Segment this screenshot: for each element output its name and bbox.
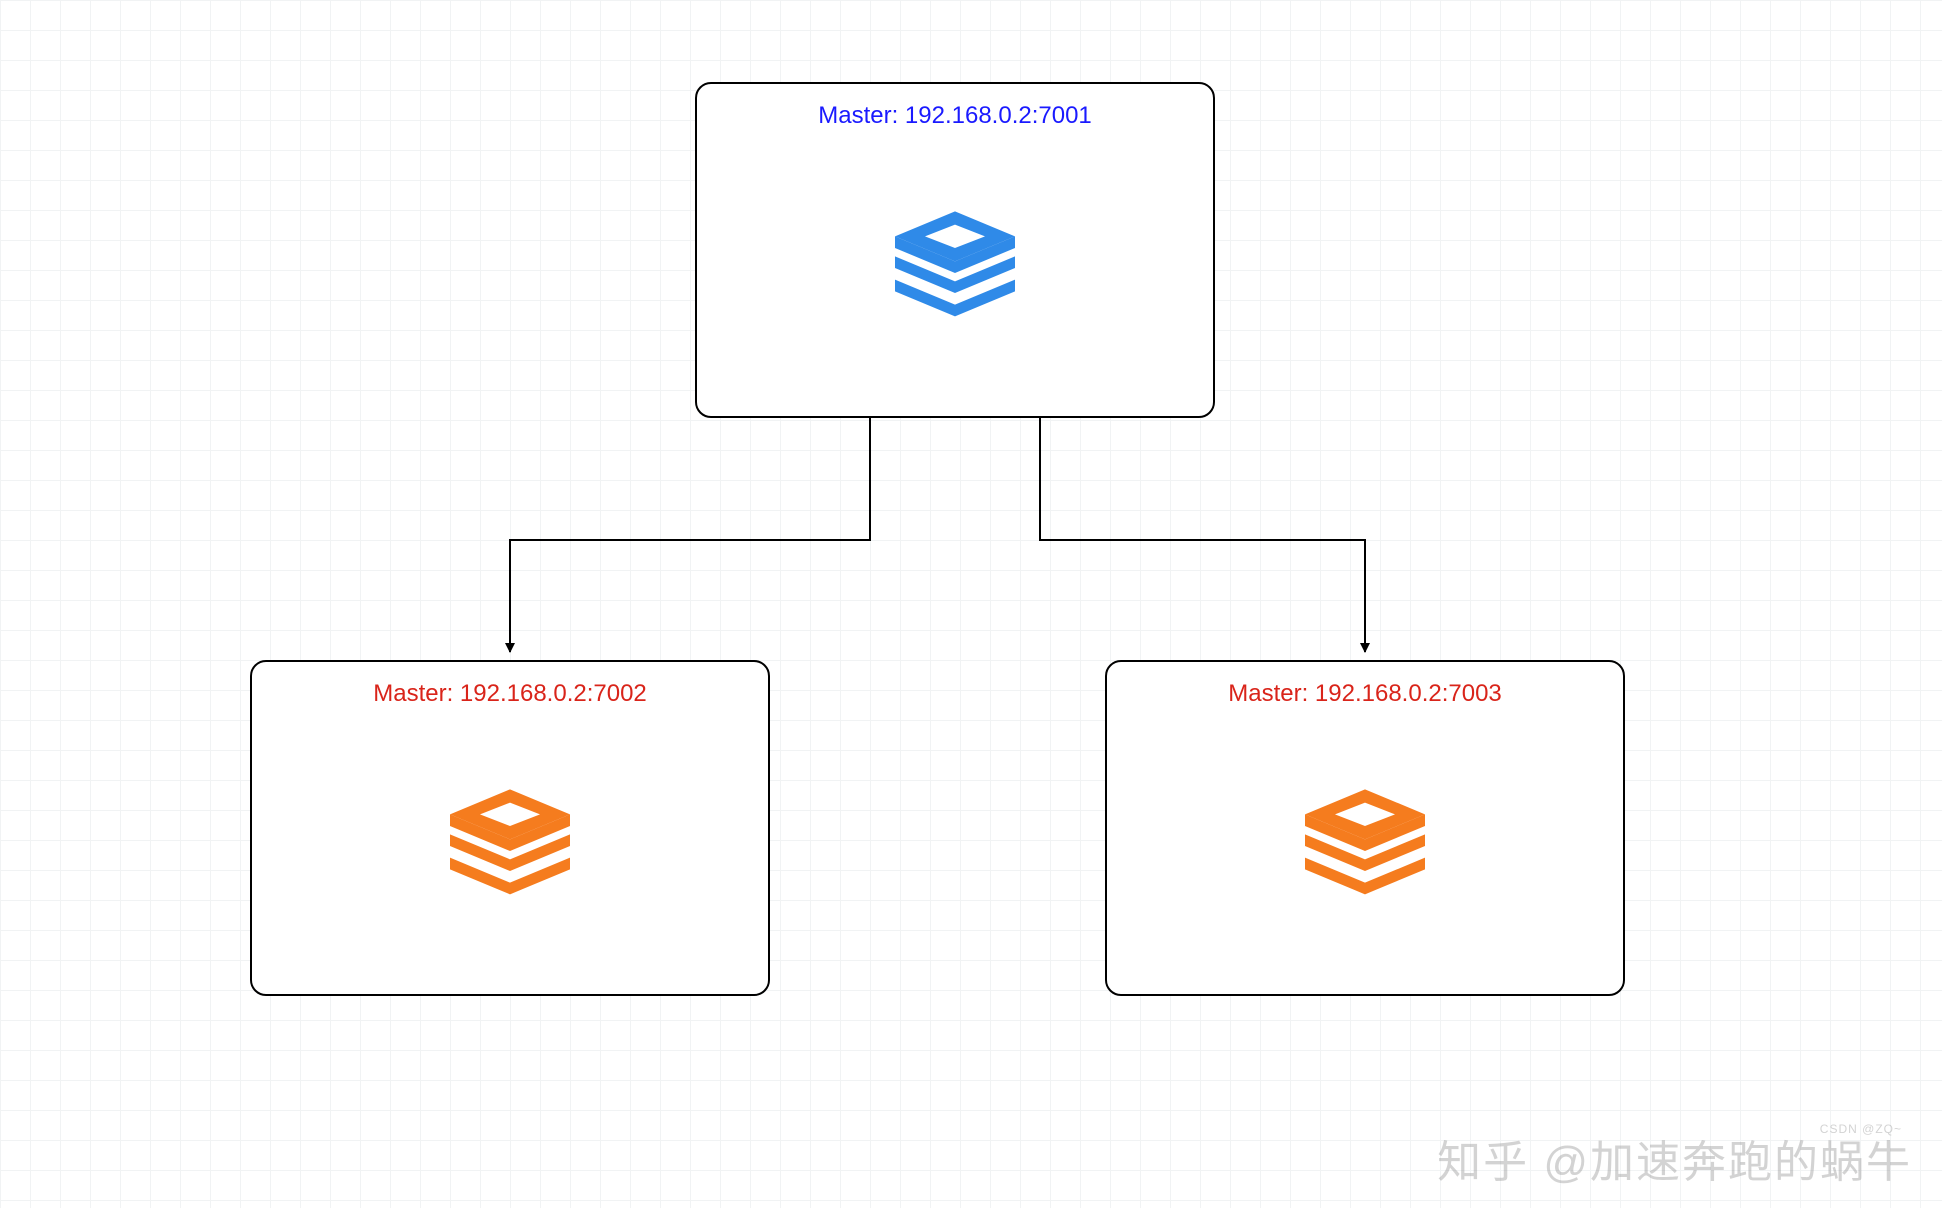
node-master: Master: 192.168.0.2:7001 — [695, 82, 1215, 418]
node-slave-left: Master: 192.168.0.2:7002 — [250, 660, 770, 996]
watermark-text: 知乎 @加速奔跑的蜗牛 — [1437, 1126, 1912, 1190]
node-master-icon-wrap — [697, 130, 1213, 416]
node-slave-left-label: Master: 192.168.0.2:7002 — [373, 680, 647, 708]
node-slave-right-icon-wrap — [1107, 708, 1623, 994]
redis-stack-icon — [425, 776, 595, 926]
edge-master-to-left — [510, 418, 870, 652]
diagram-canvas: Master: 192.168.0.2:7001 Master: 192.168… — [0, 0, 1942, 1208]
redis-stack-icon — [870, 198, 1040, 348]
node-slave-left-icon-wrap — [252, 708, 768, 994]
node-slave-right-label: Master: 192.168.0.2:7003 — [1228, 680, 1502, 708]
redis-stack-icon — [1280, 776, 1450, 926]
node-slave-right: Master: 192.168.0.2:7003 — [1105, 660, 1625, 996]
node-master-label: Master: 192.168.0.2:7001 — [818, 102, 1092, 130]
edge-master-to-right — [1040, 418, 1365, 652]
